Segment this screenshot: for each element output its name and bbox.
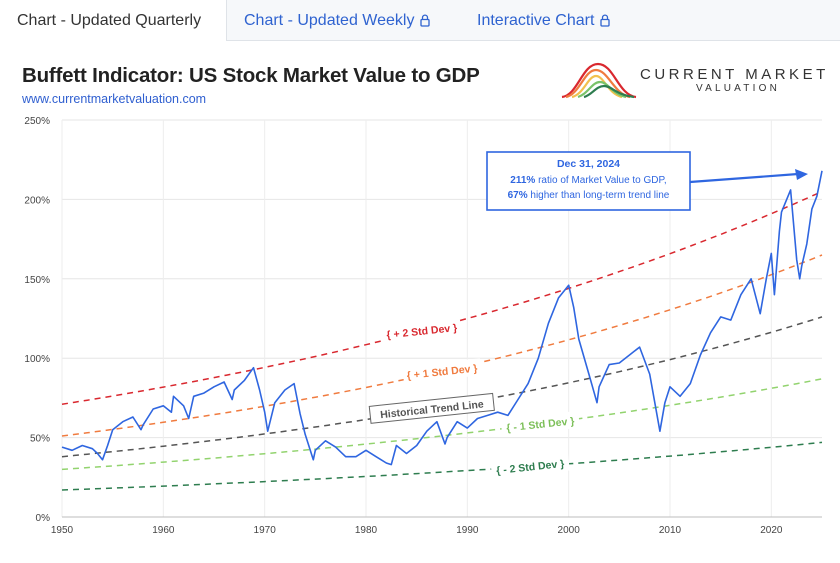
band-label-bg	[402, 358, 482, 384]
band-label-bg	[500, 410, 580, 436]
band-label: Historical Trend Line	[368, 392, 495, 424]
x-tick-label: 2020	[760, 525, 783, 536]
tab-label: Chart - Updated Quarterly	[17, 12, 202, 29]
logo-curves-icon	[561, 62, 637, 99]
tab-interactive-chart[interactable]: Interactive Chart	[477, 0, 611, 41]
x-tick-label: 2010	[659, 525, 682, 536]
x-tick-label: 1970	[254, 525, 277, 536]
band-line	[61, 316, 823, 458]
series-layer	[61, 170, 823, 466]
logo-text-line1: CURRENT MARKET	[640, 66, 829, 83]
lock-icon	[600, 14, 611, 27]
y-tick-label: 50%	[30, 434, 50, 445]
y-tick-label: 250%	[24, 116, 50, 127]
band-label: { + 2 Std Dev }	[382, 317, 462, 343]
tab-label: Interactive Chart	[477, 12, 595, 29]
tab-label: Chart - Updated Weekly	[244, 12, 415, 29]
band-label: { - 2 Std Dev }	[490, 453, 570, 479]
logo-text-line2: VALUATION	[696, 83, 780, 94]
lock-icon	[420, 14, 431, 27]
annotation: Dec 31, 2024 211% ratio of Market Value t…	[486, 151, 808, 211]
annotation-line2-rest: higher than long-term trend line	[528, 190, 670, 201]
tab-chart-weekly[interactable]: Chart - Updated Weekly	[244, 0, 431, 41]
band-line	[61, 378, 823, 471]
band-label: { + 1 Std Dev }	[402, 358, 482, 384]
series-line	[61, 170, 823, 466]
x-tick-label: 1950	[51, 525, 74, 536]
chart-panel	[0, 41, 840, 563]
x-tick-label: 1990	[456, 525, 479, 536]
y-axis-ticks: 0% 50% 100% 150% 200% 250%	[24, 116, 50, 524]
chart-title: Buffett Indicator: US Stock Market Value…	[22, 64, 480, 87]
annotation-line1-bold: 211%	[510, 175, 535, 186]
tab-chart-quarterly[interactable]: Chart - Updated Quarterly	[0, 0, 227, 42]
annotation-line1-rest: ratio of Market Value to GDP,	[535, 175, 666, 186]
annotation-box	[486, 151, 691, 211]
band-label-bg	[368, 392, 495, 424]
annotation-arrow-line	[689, 172, 799, 184]
brand-logo: CURRENT MARKET VALUATION	[560, 60, 830, 100]
annotation-line1: 211% ratio of Market Value to GDP,	[510, 175, 666, 186]
band-labels: { + 2 Std Dev } { + 1 Std Dev } Historical…	[368, 317, 580, 479]
y-tick-label: 150%	[24, 275, 50, 286]
annotation-date: Dec 31, 2024	[557, 158, 620, 170]
y-tick-label: 0%	[36, 513, 51, 524]
band-label: { - 1 Std Dev }	[500, 410, 580, 436]
site-url[interactable]: www.currentmarketvaluation.com	[22, 92, 207, 106]
std-dev-bands	[61, 190, 823, 491]
tab-bar: Chart - Updated Quarterly Chart - Update…	[0, 0, 840, 42]
grid	[61, 119, 822, 518]
annotation-line2-bold: 67%	[508, 190, 528, 201]
y-tick-label: 100%	[24, 354, 50, 365]
y-tick-label: 200%	[24, 195, 50, 206]
x-axis-ticks: 1950 1960 1970 1980 1990 2000 2010 2020	[51, 525, 783, 536]
x-tick-label: 2000	[558, 525, 581, 536]
band-line	[61, 441, 823, 491]
annotation-line2: 67% higher than long-term trend line	[508, 190, 670, 201]
buffett-indicator-chart: 0%50%100%150%200%250% 1950 1960 1970 1980 19…	[24, 116, 823, 536]
annotation-arrowhead	[795, 169, 808, 180]
band-label-bg	[382, 317, 462, 343]
x-tick-label: 1960	[152, 525, 175, 536]
band-label-bg	[490, 453, 570, 479]
x-tick-label: 1980	[355, 525, 378, 536]
